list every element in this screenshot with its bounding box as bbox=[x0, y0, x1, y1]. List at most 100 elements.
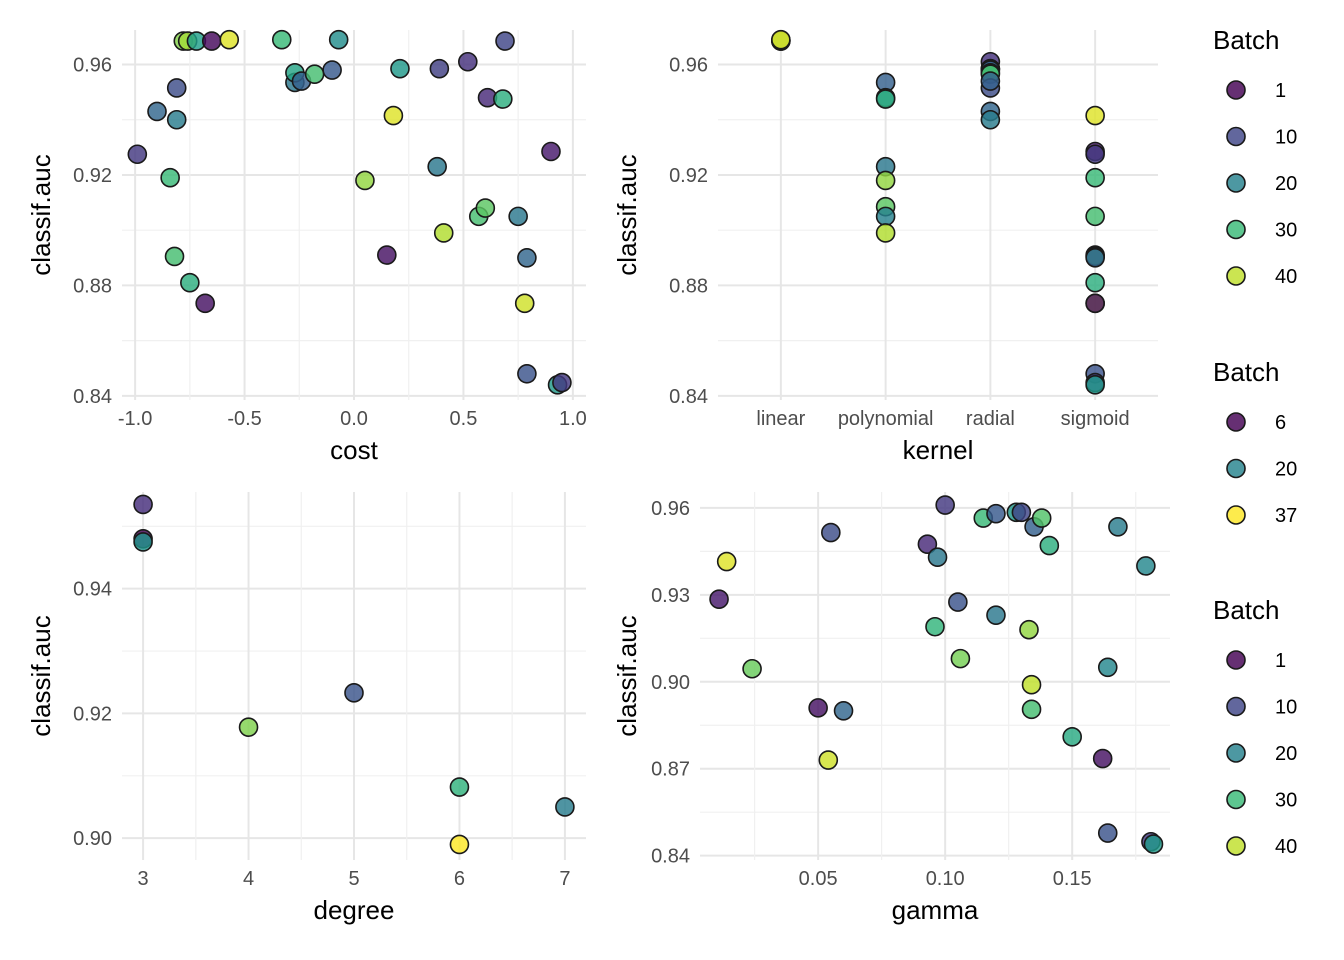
y-axis-title: classif.auc bbox=[612, 154, 642, 275]
legend-label: 40 bbox=[1275, 836, 1297, 858]
data-point bbox=[1085, 293, 1105, 314]
legend-key bbox=[1226, 789, 1246, 810]
x-tick-label: 7 bbox=[559, 868, 570, 890]
data-point bbox=[493, 89, 513, 109]
x-tick-label: 6 bbox=[454, 868, 465, 890]
legend-key bbox=[1226, 505, 1246, 525]
legend-label: 30 bbox=[1275, 220, 1297, 242]
data-point bbox=[166, 78, 187, 98]
x-tick-label: 0.0 bbox=[340, 408, 368, 430]
data-point bbox=[709, 589, 729, 610]
data-point bbox=[875, 170, 896, 191]
legend-key bbox=[1226, 412, 1246, 432]
data-point bbox=[238, 717, 259, 737]
y-tick-label: 0.96 bbox=[669, 55, 708, 77]
panel-degree: 0.90 0.92 0.94 3 4 5 6 7 degree classif.auc bbox=[26, 492, 586, 925]
data-point bbox=[541, 141, 561, 162]
x-axis-title: kernel bbox=[903, 435, 974, 465]
panel-kernel: 0.84 0.88 0.92 0.96 linear polynomial radial si… bbox=[612, 29, 1158, 465]
y-tick-label: 0.96 bbox=[651, 498, 690, 520]
data-point bbox=[1143, 834, 1164, 854]
x-axis-title: gamma bbox=[892, 895, 979, 925]
data-point bbox=[917, 534, 938, 554]
data-point bbox=[219, 29, 240, 50]
legend-key bbox=[1226, 650, 1246, 670]
data-point bbox=[833, 700, 854, 721]
data-point bbox=[390, 58, 410, 79]
data-point bbox=[1011, 502, 1032, 523]
data-point bbox=[328, 29, 349, 50]
legend-2: Batch 6 20 37 bbox=[1213, 357, 1297, 527]
legend-key bbox=[1226, 458, 1246, 479]
y-tick-label: 0.92 bbox=[669, 165, 708, 187]
data-point bbox=[1092, 748, 1113, 769]
data-point bbox=[344, 683, 364, 703]
data-point bbox=[322, 60, 342, 80]
data-point bbox=[742, 658, 762, 679]
data-point bbox=[429, 58, 450, 79]
x-tick-label: 1.0 bbox=[559, 408, 587, 430]
legend-label: 30 bbox=[1275, 790, 1297, 812]
data-point bbox=[875, 223, 896, 243]
x-tick-label: 0.5 bbox=[450, 408, 478, 430]
legend-key bbox=[1226, 743, 1246, 763]
x-tick-label: -1.0 bbox=[118, 408, 152, 430]
y-tick-label: 0.84 bbox=[651, 846, 690, 868]
data-point bbox=[1085, 206, 1105, 227]
legend-label: 37 bbox=[1275, 505, 1297, 527]
data-point bbox=[808, 698, 828, 718]
data-point bbox=[1085, 375, 1105, 395]
data-point bbox=[195, 293, 215, 314]
legend-key bbox=[1226, 266, 1246, 286]
legend-label: 10 bbox=[1275, 697, 1297, 719]
data-point bbox=[935, 495, 955, 515]
y-tick-label: 0.90 bbox=[73, 828, 112, 850]
data-point bbox=[127, 144, 148, 165]
data-point bbox=[377, 245, 397, 265]
data-point bbox=[980, 109, 1001, 130]
data-point bbox=[304, 64, 325, 84]
y-tick-label: 0.92 bbox=[73, 703, 112, 725]
data-point bbox=[201, 31, 222, 51]
legend-3: Batch 1 10 20 30 40 bbox=[1213, 595, 1297, 858]
data-point bbox=[925, 616, 945, 637]
x-tick-label: 0.10 bbox=[926, 868, 965, 890]
y-axis-title: classif.auc bbox=[26, 154, 56, 275]
legend-label: 20 bbox=[1275, 743, 1297, 765]
data-point bbox=[875, 89, 896, 109]
data-point bbox=[517, 247, 537, 268]
data-point bbox=[433, 223, 454, 243]
data-point bbox=[475, 198, 496, 218]
panel-gamma: 0.84 0.87 0.90 0.93 0.96 0.05 0.10 0.15 gamma cla… bbox=[612, 492, 1170, 925]
panel-cost: 0.84 0.88 0.92 0.96 -1.0 -0.5 0.0 0.5 1.0 cost cla… bbox=[26, 29, 587, 465]
data-point bbox=[160, 167, 180, 188]
x-tick-label: sigmoid bbox=[1061, 408, 1130, 430]
data-point bbox=[1097, 823, 1118, 843]
data-point bbox=[1021, 699, 1042, 720]
data-point bbox=[986, 605, 1006, 625]
data-point bbox=[517, 363, 537, 384]
data-point bbox=[1062, 727, 1082, 747]
data-point bbox=[383, 105, 404, 126]
data-point bbox=[875, 206, 896, 227]
data-point bbox=[950, 648, 971, 669]
legend-key bbox=[1226, 219, 1246, 240]
data-point bbox=[508, 206, 528, 227]
x-tick-label: radial bbox=[966, 408, 1015, 430]
data-point bbox=[771, 29, 791, 50]
legend-label: 20 bbox=[1275, 459, 1297, 481]
y-tick-label: 0.96 bbox=[73, 55, 112, 77]
legend-label: 1 bbox=[1275, 80, 1286, 102]
y-axis-title: classif.auc bbox=[26, 615, 56, 736]
data-point bbox=[986, 503, 1006, 524]
data-point bbox=[555, 797, 575, 817]
data-point bbox=[1031, 508, 1052, 528]
data-point bbox=[1136, 556, 1156, 576]
data-point bbox=[458, 51, 478, 72]
data-point bbox=[821, 522, 841, 543]
data-point bbox=[133, 494, 153, 515]
data-point bbox=[1039, 535, 1060, 556]
data-point bbox=[180, 272, 200, 293]
legend-key bbox=[1226, 126, 1246, 147]
